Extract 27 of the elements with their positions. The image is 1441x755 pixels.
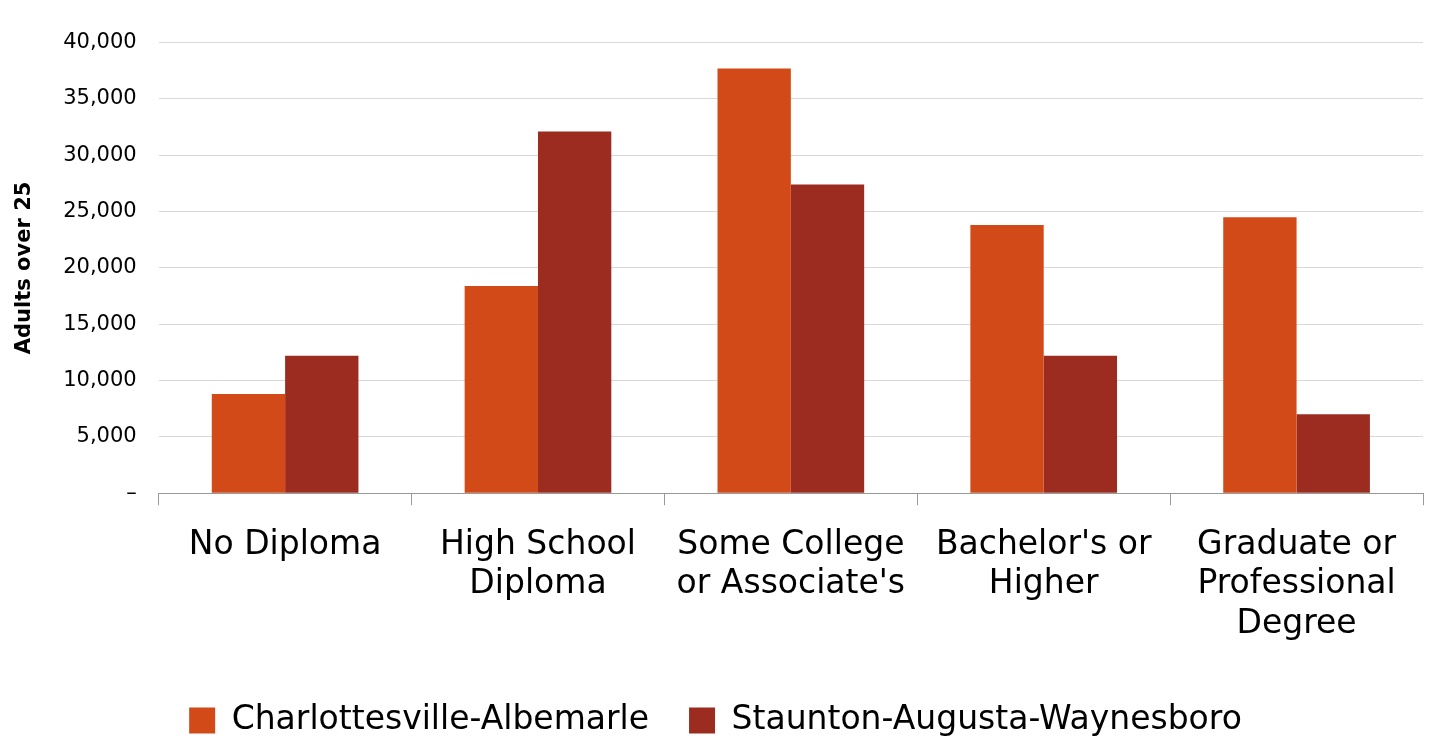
bar: [464, 285, 538, 493]
y-tick-label: 20,000: [63, 254, 137, 279]
x-tick-label: Bachelor's or Higher: [935, 522, 1152, 602]
x-tick-label: No Diploma: [188, 522, 382, 562]
y-tick-label: 15,000: [63, 310, 137, 335]
bar: [1223, 217, 1297, 493]
x-tick-label: Graduate or Professional Degree: [1197, 522, 1397, 641]
bar: [1296, 414, 1370, 493]
y-tick-label: 5,000: [76, 423, 137, 448]
y-tick-label: 30,000: [63, 141, 137, 166]
bar: [790, 184, 865, 493]
legend-label: Charlottesville-Albemarle: [231, 698, 650, 738]
bar: [211, 394, 286, 493]
bar: [285, 355, 359, 493]
x-tick-label: Some College or Associate's: [676, 522, 906, 602]
y-tick-label: 10,000: [63, 367, 137, 391]
y-tick-label: 35,000: [63, 85, 137, 110]
bar: [537, 131, 612, 493]
bar: [1043, 355, 1118, 493]
y-tick-label: 40,000: [63, 29, 137, 54]
bar: [970, 225, 1044, 493]
legend-label: Staunton-Augusta-Waynesboro: [731, 698, 1242, 738]
y-axis-title: Adults over 25: [11, 181, 36, 355]
x-tick-label: High School Diploma: [440, 522, 636, 602]
y-tick-label: –: [126, 479, 137, 504]
bar: [717, 68, 791, 493]
y-tick-label: 25,000: [63, 198, 137, 223]
